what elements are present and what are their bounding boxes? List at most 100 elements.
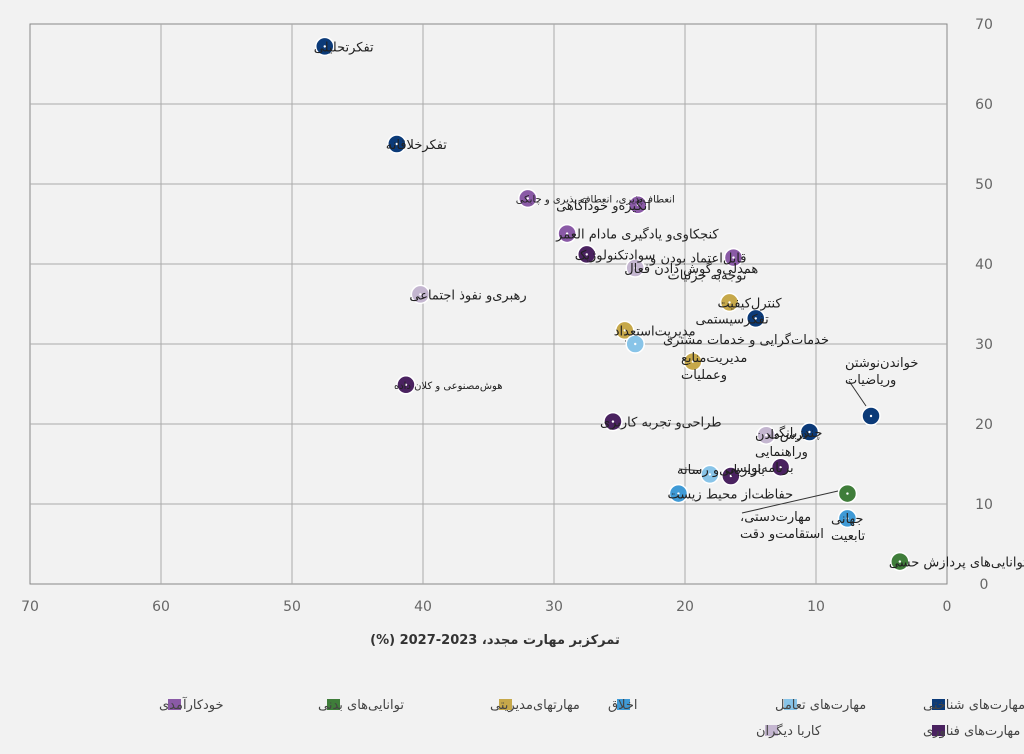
data-point-center: [869, 414, 873, 418]
legend-swatch: [932, 699, 945, 710]
x-tick-label: 30: [545, 599, 563, 615]
point-label: کنترل‌کیفیت: [718, 296, 783, 311]
data-point-center: [623, 329, 626, 332]
data-point-center: [779, 466, 782, 469]
y-tick-label: 60: [975, 97, 993, 113]
data-point-center: [323, 45, 326, 48]
data-point-center: [846, 517, 849, 520]
leader-line: [848, 380, 867, 407]
point-label: خواندن‌نوشتن: [845, 356, 918, 371]
leader-line: [678, 468, 705, 472]
point-label: درس‌دادن: [755, 428, 808, 443]
legend-swatch: [784, 699, 797, 710]
data-point-center: [691, 360, 695, 363]
x-tick-label: 20: [676, 599, 694, 615]
data-point-center: [404, 383, 408, 386]
data-point-center: [808, 430, 811, 434]
data-point-center: [419, 293, 422, 296]
legend-label: اخلاق: [608, 698, 638, 713]
data-point-center: [526, 197, 529, 200]
data-point-center: [634, 342, 637, 346]
point-label: چندزبانگی: [768, 425, 822, 441]
data-point-center: [611, 420, 615, 423]
x-tick-label: 60: [152, 599, 170, 615]
point-label: بازاریابی‌و رسانه: [677, 463, 765, 478]
data-point-center: [898, 560, 902, 563]
point-label: تفکرخلاقانه: [386, 138, 447, 153]
point-label: طراحی‌و تجربه کاربری: [600, 416, 722, 431]
y-axis-ticks: 0 10 20 30 40 50 60 70: [975, 17, 993, 593]
legend-label: کاربا دیگران: [756, 723, 822, 739]
point-label: انعطاف‌پذیری، انعطاف پذیری و چابکی: [516, 194, 675, 205]
point-label: توجه‌به جزئیات: [667, 269, 746, 284]
legend-label: مهارت‌های تعامل: [775, 698, 866, 713]
x-axis-label: تمرکزبر مهارت مجدد، 2023-2027 (%): [370, 633, 620, 648]
point-label: جهانی: [831, 512, 863, 527]
x-tick-label: 0: [943, 599, 952, 615]
point-label: سوادتکنولوژیک: [575, 248, 656, 263]
point-labels: تفکرتحلیلی تفکرخلاقانه انعطاف‌پذیری، انعطا…: [314, 40, 1024, 570]
data-point-center: [585, 253, 588, 256]
legend-swatch: [499, 699, 512, 710]
point-label: خدمات‌گرایی و خدمات مشتری: [663, 332, 829, 348]
y-tick-label: 30: [975, 337, 993, 353]
data-point-center: [565, 232, 569, 235]
point-label: مدیریت‌استعداد: [614, 324, 696, 339]
y-tick-label: 40: [975, 257, 993, 273]
point-label: قابل‌اعتماد بودن و: [649, 252, 746, 267]
legend-swatch: [327, 699, 340, 710]
data-point-center: [754, 317, 757, 320]
point-label: تابعیت: [831, 529, 866, 544]
data-points: [315, 36, 910, 572]
point-label: وریاضیات: [845, 373, 896, 388]
legend-swatch: [617, 699, 630, 710]
point-label: استقامت‌و دقت: [740, 527, 824, 542]
point-label: وراهنمایی: [755, 445, 808, 460]
data-point-center: [728, 301, 731, 304]
point-label: رهبری‌و نفوذ اجتماعی: [409, 288, 526, 303]
data-point-center: [634, 266, 637, 270]
data-point-center: [395, 142, 398, 146]
grid-lines: [30, 24, 947, 584]
point-label: برنامه‌نویسی: [725, 461, 794, 476]
point-label: حفاظت‌از محیط زیست: [667, 488, 793, 503]
y-tick-label: 10: [975, 497, 993, 513]
point-label: تفکرتحلیلی: [314, 40, 374, 55]
legend-label: توانایی‌های بدنی: [318, 698, 404, 713]
y-tick-label: 20: [975, 417, 993, 433]
y-tick-label: 50: [975, 177, 993, 193]
data-point-center: [729, 474, 733, 478]
legend-label: مهارتهای‌مدیریتی: [490, 698, 580, 713]
x-tick-label: 10: [807, 599, 825, 615]
legend: مهارت‌های شناختی مهارت‌های تعامل اخلاق مهار…: [159, 696, 1024, 739]
data-point-center: [677, 492, 680, 495]
point-label: کنجکاوی‌و یادگیری مادام العمر: [555, 227, 719, 243]
y-tick-label: 0: [980, 577, 989, 593]
leader-line: [741, 490, 839, 514]
x-tick-label: 40: [414, 599, 432, 615]
data-point-center: [765, 434, 768, 437]
x-tick-label: 50: [283, 599, 301, 615]
point-label: همدلی‌و گوش دادن فعال: [624, 261, 758, 277]
data-point-center: [708, 473, 712, 476]
data-point-center: [846, 492, 849, 495]
legend-swatch: [765, 725, 778, 736]
point-label: مهارت‌دستی،: [740, 510, 811, 525]
data-point-center: [732, 256, 735, 259]
y-tick-label: 70: [975, 17, 993, 33]
legend-swatch: [932, 725, 945, 736]
point-label: تفکرسیستمی: [696, 312, 770, 327]
x-axis-ticks: 70 60 50 40 30 20 10 0: [21, 599, 951, 615]
point-label: توانایی‌های پردازش حسی: [889, 556, 1024, 571]
legend-label: مهارت‌های فناوری: [923, 724, 1020, 739]
legend-label: مهارت‌های شناختی: [923, 698, 1024, 713]
point-label: هوش‌مصنوعی و کلان داده: [394, 381, 503, 392]
point-label: مدیریت‌منابع: [681, 351, 747, 366]
plot-area: [29, 23, 948, 585]
legend-label: خودکارآمدی: [159, 696, 224, 713]
point-label: وعملیات: [681, 368, 727, 383]
legend-swatch: [168, 699, 181, 710]
x-tick-label: 70: [21, 599, 39, 615]
data-point-center: [636, 203, 640, 206]
